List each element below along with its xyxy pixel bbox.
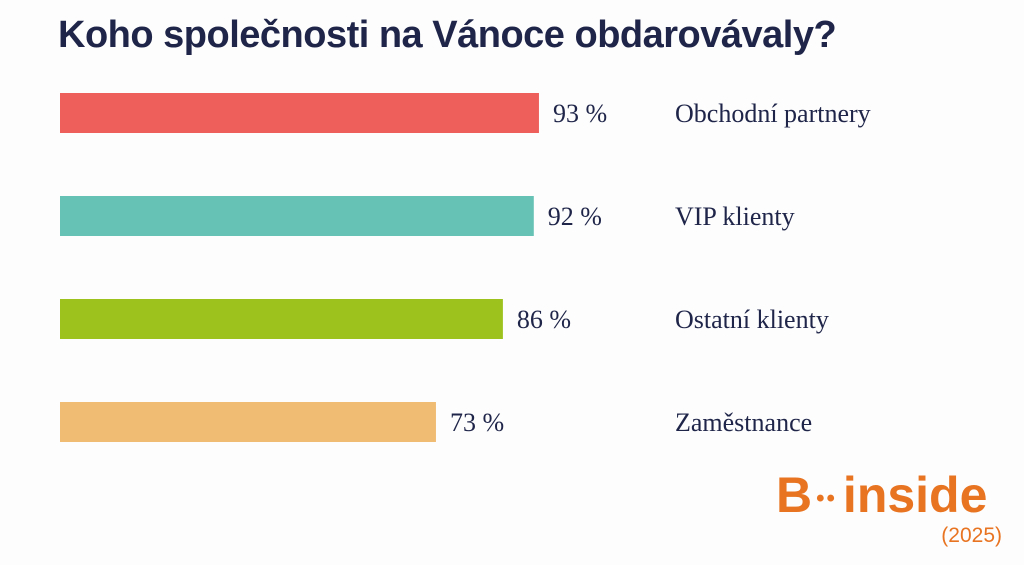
bar-3 xyxy=(60,299,503,339)
bar-1 xyxy=(60,93,539,133)
logo-word: inside xyxy=(842,467,988,523)
category-label-3: Ostatní klienty xyxy=(675,305,829,334)
bar-chart: 93 % Obchodní partnery 92 % VIP klienty 86 %… xyxy=(60,93,871,442)
bar-2 xyxy=(60,196,534,236)
value-label-4: 73 % xyxy=(450,408,504,437)
year-label: (2025) xyxy=(941,524,1002,547)
logo-letter: B xyxy=(776,467,813,523)
value-label-3: 86 % xyxy=(517,305,571,334)
chart-title: Koho společnosti na Vánoce obdarovávaly? xyxy=(58,14,837,56)
bar-4 xyxy=(60,402,436,442)
category-label-4: Zaměstnance xyxy=(675,408,812,437)
logo-dots-icon: •• xyxy=(816,484,837,512)
value-label-2: 92 % xyxy=(548,202,602,231)
category-label-1: Obchodní partnery xyxy=(675,99,871,128)
value-label-1: 93 % xyxy=(553,99,607,128)
b-inside-logo: B •• inside xyxy=(776,470,987,520)
category-label-2: VIP klienty xyxy=(675,202,795,231)
